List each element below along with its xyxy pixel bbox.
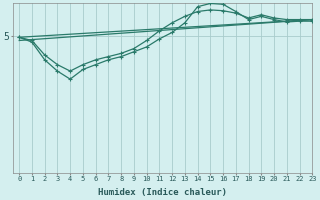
X-axis label: Humidex (Indice chaleur): Humidex (Indice chaleur) xyxy=(98,188,227,197)
